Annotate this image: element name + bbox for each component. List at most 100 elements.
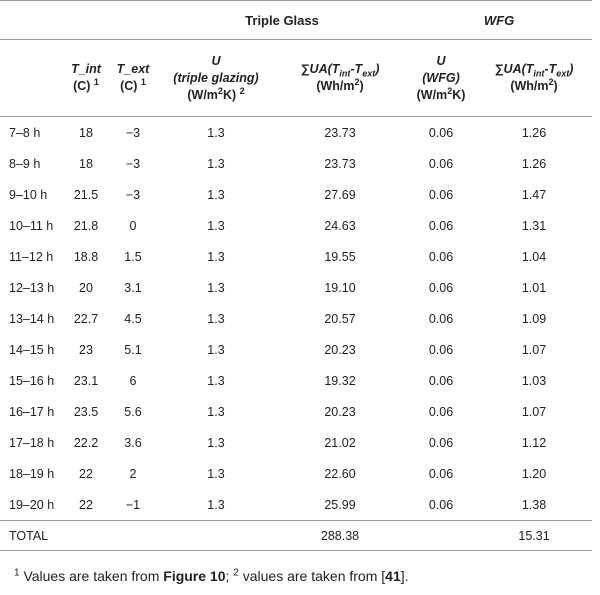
u-wfg-cell: 0.06 <box>428 280 454 295</box>
col-header-t-ext: T_ext (C) 1 <box>108 39 158 117</box>
time-cell: 12–13 h <box>9 280 55 295</box>
total-cell-empty <box>108 520 158 551</box>
col-header-u-wfg: U (WFG) (W/m2K) <box>406 39 477 117</box>
t-ext-cell: 5.1 <box>124 342 142 357</box>
t-int-cell: 21.8 <box>73 218 99 233</box>
sum-triple-cell: 20.57 <box>324 311 356 326</box>
group-header-triple-glass: Triple Glass <box>158 0 407 40</box>
u-triple-cell: 1.3 <box>207 187 225 202</box>
total-cell-empty <box>158 520 274 551</box>
time-cell: 11–12 h <box>9 249 54 264</box>
sum-wfg-cell: 1.07 <box>521 342 547 357</box>
total-row: TOTAL 288.38 15.31 <box>0 520 593 551</box>
col-header-sum-triple: ∑UA(Tint-Text) (Wh/m2) <box>274 39 407 117</box>
u-wfg-cell: 0.06 <box>428 125 454 140</box>
footnote-text-2: values are taken from [ <box>238 568 386 584</box>
u-wfg-cell: 0.06 <box>428 218 454 233</box>
t-int-cell: 22.7 <box>73 311 99 326</box>
sum-triple-cell: 19.55 <box>324 249 356 264</box>
u-wfg-cell: 0.06 <box>428 249 454 264</box>
u-wfg-cell: 0.06 <box>428 187 454 202</box>
sum-triple-cell: 27.69 <box>324 187 356 202</box>
u-triple-cell: 1.3 <box>207 373 225 388</box>
group-header-row: Triple Glass WFG <box>0 0 593 40</box>
time-cell: 7–8 h <box>9 125 41 140</box>
u-wfg-cell: 0.06 <box>428 311 454 326</box>
time-cell: 18–19 h <box>9 466 55 481</box>
t-ext-cell: −3 <box>125 156 141 171</box>
sum-wfg-cell: 1.38 <box>521 497 547 512</box>
time-cell: 16–17 h <box>9 404 55 419</box>
t-int-cell: 23.5 <box>73 404 99 419</box>
u-wfg-cell: 0.06 <box>428 497 454 512</box>
table-row: 12–13 h 20 3.1 1.3 19.10 0.06 1.01 <box>0 272 592 303</box>
total-triple-sum: 288.38 <box>274 520 407 551</box>
t-ext-cell: 1.5 <box>124 249 142 264</box>
t-ext-cell: 2 <box>129 466 137 481</box>
sum-wfg-cell: 1.04 <box>521 249 547 264</box>
total-wfg-sum: 15.31 <box>476 520 593 551</box>
t-ext-cell: −3 <box>125 125 141 140</box>
table-row: 16–17 h 23.5 5.6 1.3 20.23 0.06 1.07 <box>0 396 592 427</box>
sum-triple-cell: 19.10 <box>324 280 356 295</box>
u-triple-cell: 1.3 <box>207 435 225 450</box>
sum-triple-cell: 25.99 <box>324 497 356 512</box>
u-wfg-cell: 0.06 <box>428 466 454 481</box>
t-ext-cell: 3.6 <box>124 435 142 450</box>
t-int-cell: 18 <box>79 125 93 140</box>
sum-triple-cell: 20.23 <box>324 404 356 419</box>
u-wfg-cell: 0.06 <box>428 404 454 419</box>
u-triple-cell: 1.3 <box>207 497 225 512</box>
t-int-cell: 23 <box>79 342 93 357</box>
u-wfg-cell: 0.06 <box>428 342 454 357</box>
sum-wfg-cell: 1.31 <box>521 218 547 233</box>
table-row: 10–11 h 21.8 0 1.3 24.63 0.06 1.31 <box>0 210 592 241</box>
t-ext-cell: −1 <box>125 497 141 512</box>
table-row: 9–10 h 21.5 −3 1.3 27.69 0.06 1.47 <box>0 179 592 210</box>
heat-loss-table: Triple Glass WFG T_int (C) 1 T_ext (C) 1… <box>0 0 593 551</box>
sum-wfg-cell: 1.47 <box>521 187 547 202</box>
column-header-row: T_int (C) 1 T_ext (C) 1 U (triple glazin… <box>0 39 593 117</box>
footnote-text-1: Values are taken from <box>19 568 164 584</box>
time-cell: 9–10 h <box>9 187 48 202</box>
col-header-u-triple: U (triple glazing) (W/m2K) 2 <box>158 39 274 117</box>
group-header-empty <box>0 0 158 40</box>
sum-wfg-cell: 1.26 <box>521 156 547 171</box>
table-row: 15–16 h 23.1 6 1.3 19.32 0.06 1.03 <box>0 365 592 396</box>
sum-wfg-cell: 1.12 <box>521 435 547 450</box>
table-row: 18–19 h 22 2 1.3 22.60 0.06 1.20 <box>0 458 592 489</box>
time-cell: 17–18 h <box>9 435 55 450</box>
t-int-cell: 22 <box>79 466 93 481</box>
sum-triple-cell: 21.02 <box>324 435 356 450</box>
u-wfg-cell: 0.06 <box>428 435 454 450</box>
table-footnote: 1 Values are taken from Figure 10; 2 val… <box>14 568 409 584</box>
u-triple-cell: 1.3 <box>207 156 225 171</box>
total-cell-empty <box>64 520 108 551</box>
u-triple-cell: 1.3 <box>207 342 225 357</box>
sum-wfg-cell: 1.01 <box>521 280 547 295</box>
sum-triple-cell: 23.73 <box>324 156 356 171</box>
sum-triple-cell: 22.60 <box>324 466 356 481</box>
u-triple-cell: 1.3 <box>207 249 225 264</box>
footnote-separator: ; <box>225 568 234 584</box>
t-ext-cell: −3 <box>125 187 141 202</box>
group-header-wfg: WFG <box>406 0 593 40</box>
t-ext-cell: 4.5 <box>124 311 142 326</box>
time-cell: 15–16 h <box>9 373 55 388</box>
reference-41-link[interactable]: 41 <box>385 568 401 584</box>
u-triple-cell: 1.3 <box>207 404 225 419</box>
table-row: 14–15 h 23 5.1 1.3 20.23 0.06 1.07 <box>0 334 592 365</box>
table-body: 7–8 h 18 −3 1.3 23.73 0.06 1.26 8–9 h 18 −3 1.3 23.… <box>0 117 592 521</box>
figure-10-link[interactable]: Figure 10 <box>163 568 226 584</box>
total-cell-empty <box>406 520 477 551</box>
t-ext-cell: 0 <box>129 218 137 233</box>
sum-triple-cell: 19.32 <box>324 373 356 388</box>
sum-wfg-cell: 1.26 <box>521 125 547 140</box>
u-triple-cell: 1.3 <box>207 311 225 326</box>
footnote-marker-1: 1 <box>14 567 20 579</box>
t-ext-cell: 6 <box>129 373 137 388</box>
total-label: TOTAL <box>0 520 64 551</box>
data-table-container: Triple Glass WFG T_int (C) 1 T_ext (C) 1… <box>0 0 593 551</box>
u-triple-cell: 1.3 <box>207 280 225 295</box>
table-row: 7–8 h 18 −3 1.3 23.73 0.06 1.26 <box>0 117 592 149</box>
